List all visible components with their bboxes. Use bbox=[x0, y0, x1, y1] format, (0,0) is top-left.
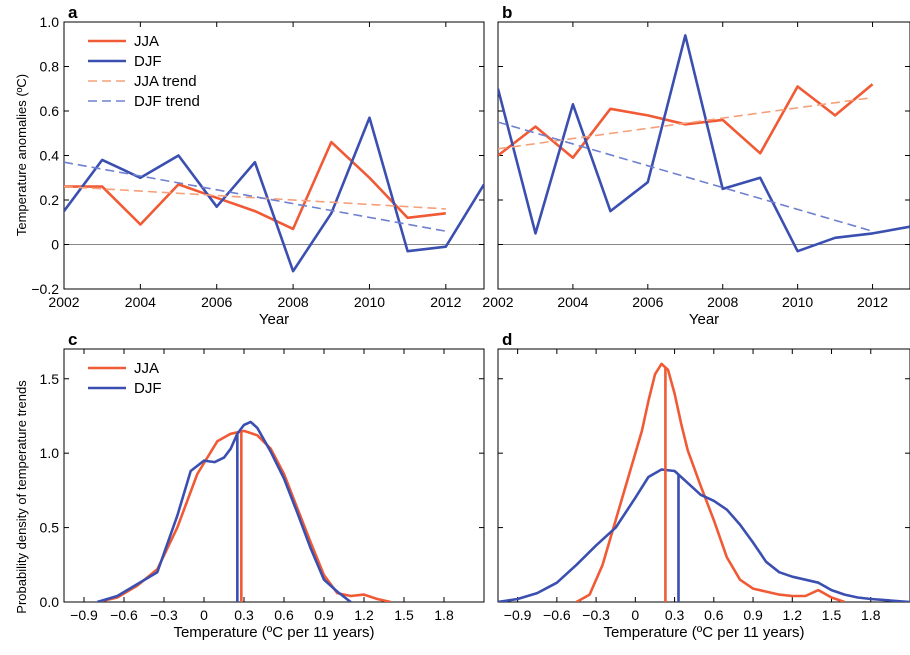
y-tick-label: 0.4 bbox=[40, 148, 60, 164]
y-tick-label: 0.6 bbox=[40, 103, 60, 119]
x-tick-label: 0 bbox=[200, 607, 208, 623]
x-tick-label: 1.5 bbox=[822, 607, 842, 623]
x-tick-label: 2008 bbox=[707, 294, 738, 310]
x-tick-label: 2012 bbox=[430, 294, 461, 310]
x-tick-label: 0.6 bbox=[274, 607, 294, 623]
legend-label: DJF trend bbox=[134, 93, 200, 110]
x-tick-label: 2010 bbox=[354, 294, 385, 310]
panel-b: 2002 2004 2006 2008 2010 2012 Year b bbox=[482, 3, 910, 328]
x-tick-label: 2012 bbox=[857, 294, 888, 310]
x-tick-label: 1.2 bbox=[783, 607, 803, 623]
y-tick-label: 1.5 bbox=[40, 371, 60, 387]
legend-label: JJA bbox=[134, 33, 159, 50]
panel-d: −0.9 −0.6 −0.3 0 0.3 0.6 0.9 1.2 1.5 1.8 Temperatu… bbox=[497, 330, 910, 641]
x-tick-label: −0.6 bbox=[110, 607, 138, 623]
x-tick-label: −0.9 bbox=[70, 607, 98, 623]
y-tick-label: 0.0 bbox=[40, 594, 60, 610]
x-tick-label: 0 bbox=[631, 607, 639, 623]
x-tick-label: 1.8 bbox=[434, 607, 454, 623]
series-djf-line bbox=[64, 116, 484, 273]
x-tick-label: −0.6 bbox=[543, 607, 571, 623]
y-axis-label-top: Temperature anomalies (ºC) bbox=[14, 74, 29, 236]
legend-label: DJF bbox=[134, 53, 162, 70]
x-tick-label: 1.2 bbox=[354, 607, 374, 623]
panel-letter: c bbox=[68, 330, 77, 349]
panel-letter: d bbox=[502, 330, 512, 349]
x-tick-label: 2008 bbox=[278, 294, 309, 310]
x-tick-label: 0.9 bbox=[314, 607, 334, 623]
x-tick-label: 2006 bbox=[201, 294, 232, 310]
y-axis-label-bottom: Probability density of temperature trend… bbox=[14, 380, 29, 614]
x-tick-label: 2002 bbox=[48, 294, 79, 310]
panel-c: −0.9 −0.6 −0.3 0 0.3 0.6 0.9 1.2 1.5 1.8 0.0 0.5 1.0… bbox=[40, 330, 485, 641]
x-tick-label: 0.3 bbox=[665, 607, 685, 623]
x-tick-label: 0.6 bbox=[704, 607, 724, 623]
series-djf-line bbox=[498, 468, 910, 602]
y-tick-label: 1.0 bbox=[40, 14, 60, 30]
x-axis-label: Year bbox=[689, 311, 719, 328]
x-axis-label: Temperature (ºC per 11 years) bbox=[603, 624, 804, 641]
series-djf-line bbox=[498, 34, 910, 253]
series-jja-trend-line bbox=[64, 185, 446, 210]
x-tick-label: −0.9 bbox=[504, 607, 532, 623]
series-jja-line bbox=[498, 83, 874, 159]
y-tick-label: 0 bbox=[51, 237, 59, 253]
y-tick-label: −0.2 bbox=[31, 281, 59, 297]
panel-letter: a bbox=[68, 3, 78, 22]
panel-a: 2002 2004 2006 2008 2010 2012 −0.2 0 0.2 0.4 0.6 0.… bbox=[31, 3, 485, 328]
x-tick-label: 1.8 bbox=[861, 607, 881, 623]
y-tick-label: 1.0 bbox=[40, 445, 60, 461]
plot-frame bbox=[497, 348, 910, 603]
plot-frame bbox=[63, 348, 485, 603]
legend-label: DJF bbox=[134, 380, 162, 397]
x-tick-label: 2004 bbox=[557, 294, 588, 310]
y-tick-label: 0.5 bbox=[40, 520, 60, 536]
x-tick-label: −0.3 bbox=[150, 607, 178, 623]
series-djf-trend-line bbox=[64, 161, 446, 232]
series-jja-line bbox=[64, 140, 446, 231]
x-tick-label: 0.9 bbox=[743, 607, 763, 623]
series-jja-line bbox=[97, 429, 391, 602]
legend-label: JJA trend bbox=[134, 73, 197, 90]
x-tick-label: 2004 bbox=[125, 294, 156, 310]
x-tick-label: 2002 bbox=[482, 294, 513, 310]
x-tick-label: 2010 bbox=[782, 294, 813, 310]
y-tick-label: 0.8 bbox=[40, 59, 60, 75]
y-tick-label: 0.2 bbox=[40, 192, 60, 208]
series-djf-trend-line bbox=[498, 121, 873, 232]
x-tick-label: 1.5 bbox=[394, 607, 414, 623]
x-axis-label: Temperature (ºC per 11 years) bbox=[173, 624, 374, 641]
x-tick-label: 2006 bbox=[632, 294, 663, 310]
panel-letter: b bbox=[502, 3, 512, 22]
plot-frame bbox=[497, 21, 910, 290]
x-tick-label: 0.3 bbox=[234, 607, 254, 623]
x-tick-label: −0.3 bbox=[582, 607, 610, 623]
legend-label: JJA bbox=[134, 360, 159, 377]
series-jja-line bbox=[575, 362, 846, 602]
x-axis-label: Year bbox=[259, 311, 289, 328]
series-djf-line bbox=[96, 420, 352, 602]
series-jja-trend-line bbox=[498, 96, 873, 150]
